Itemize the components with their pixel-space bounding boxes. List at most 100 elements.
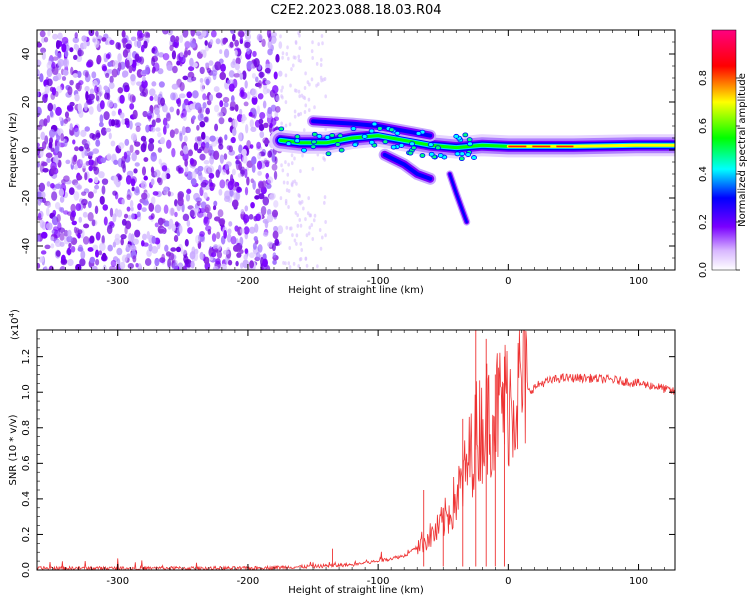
noise-speckle bbox=[40, 231, 48, 239]
noise-speckle bbox=[281, 168, 285, 173]
noise-speckle bbox=[180, 249, 188, 255]
noise-speckle bbox=[240, 91, 248, 100]
noise-speckle bbox=[310, 49, 314, 54]
noise-speckle bbox=[255, 188, 261, 195]
noise-speckle bbox=[235, 191, 241, 201]
colorbar-gradient bbox=[712, 30, 736, 270]
noise-speckle bbox=[57, 151, 63, 159]
signal-blob bbox=[454, 151, 461, 157]
noise-speckle bbox=[153, 94, 158, 102]
noise-speckle bbox=[313, 105, 316, 110]
noise-speckle bbox=[134, 186, 140, 194]
noise-speckle bbox=[190, 260, 195, 269]
noise-speckle bbox=[191, 115, 196, 121]
noise-speckle bbox=[60, 133, 65, 142]
noise-speckle bbox=[272, 84, 279, 94]
noise-speckle bbox=[233, 73, 241, 78]
noise-speckle bbox=[166, 64, 174, 71]
noise-speckle bbox=[149, 88, 156, 97]
noise-speckle bbox=[184, 259, 190, 265]
noise-speckle bbox=[188, 66, 195, 72]
noise-speckle bbox=[242, 70, 247, 80]
noise-speckle bbox=[121, 118, 126, 125]
noise-speckle bbox=[47, 102, 54, 112]
noise-speckle bbox=[37, 69, 41, 75]
noise-speckle bbox=[127, 262, 135, 269]
spectrogram-signal-layer bbox=[269, 115, 675, 226]
noise-speckle bbox=[69, 47, 74, 53]
noise-speckle bbox=[85, 61, 93, 68]
noise-speckle bbox=[310, 77, 314, 82]
noise-speckle bbox=[253, 235, 258, 242]
noise-speckle bbox=[311, 40, 314, 45]
noise-speckle bbox=[63, 118, 69, 124]
x-tick-label: -300 bbox=[106, 276, 129, 287]
snr-x-axis: -300 -200 -100 0 100 bbox=[52, 330, 665, 587]
noise-speckle bbox=[69, 79, 74, 86]
noise-speckle bbox=[307, 196, 310, 201]
noise-speckle bbox=[227, 79, 231, 85]
noise-speckle bbox=[64, 50, 69, 58]
noise-speckle bbox=[246, 47, 251, 55]
noise-speckle bbox=[59, 241, 65, 247]
noise-speckle bbox=[157, 147, 163, 153]
noise-speckle bbox=[303, 110, 307, 115]
noise-speckle bbox=[238, 132, 243, 142]
noise-speckle bbox=[181, 108, 187, 118]
noise-speckle bbox=[99, 100, 105, 110]
noise-speckle bbox=[141, 192, 148, 200]
noise-speckle bbox=[154, 49, 159, 57]
noise-speckle bbox=[199, 82, 205, 92]
noise-speckle bbox=[95, 258, 100, 266]
noise-speckle bbox=[202, 49, 207, 58]
noise-speckle bbox=[311, 166, 315, 171]
noise-speckle bbox=[186, 219, 191, 227]
noise-speckle bbox=[223, 101, 229, 108]
noise-speckle bbox=[255, 76, 259, 83]
noise-speckle bbox=[106, 153, 112, 161]
snr-background bbox=[37, 330, 675, 570]
noise-speckle bbox=[75, 82, 80, 90]
noise-speckle bbox=[286, 172, 290, 177]
noise-speckle bbox=[134, 122, 142, 127]
noise-speckle bbox=[319, 57, 323, 62]
noise-speckle bbox=[66, 247, 72, 256]
noise-speckle bbox=[183, 135, 188, 143]
noise-speckle bbox=[257, 152, 262, 160]
noise-speckle bbox=[258, 181, 265, 191]
noise-speckle bbox=[130, 176, 137, 184]
noise-speckle bbox=[119, 94, 125, 104]
noise-speckle bbox=[258, 193, 265, 200]
noise-speckle bbox=[91, 71, 97, 79]
noise-speckle bbox=[72, 73, 78, 78]
noise-speckle bbox=[101, 37, 107, 42]
noise-speckle bbox=[135, 263, 139, 268]
noise-speckle bbox=[222, 38, 227, 45]
noise-speckle bbox=[263, 122, 269, 129]
noise-speckle bbox=[105, 127, 112, 133]
noise-speckle bbox=[189, 251, 196, 260]
noise-speckle bbox=[47, 60, 53, 66]
noise-speckle bbox=[215, 38, 221, 45]
noise-speckle bbox=[205, 141, 210, 149]
noise-speckle bbox=[160, 136, 165, 145]
noise-speckle bbox=[74, 93, 80, 102]
noise-speckle bbox=[112, 102, 118, 109]
noise-speckle bbox=[218, 58, 224, 64]
noise-speckle bbox=[148, 202, 155, 212]
signal-blob bbox=[361, 134, 368, 139]
noise-speckle bbox=[287, 56, 290, 61]
noise-speckle bbox=[189, 57, 194, 67]
noise-speckle bbox=[76, 174, 83, 181]
noise-speckle bbox=[222, 96, 230, 103]
noise-speckle bbox=[251, 164, 256, 173]
noise-speckle bbox=[55, 250, 61, 257]
noise-speckle bbox=[257, 244, 263, 253]
noise-speckle bbox=[187, 128, 191, 134]
signal-blob bbox=[471, 155, 477, 160]
noise-speckle bbox=[298, 200, 301, 205]
noise-speckle bbox=[195, 197, 202, 203]
noise-speckle bbox=[202, 212, 207, 218]
noise-speckle bbox=[169, 44, 174, 52]
